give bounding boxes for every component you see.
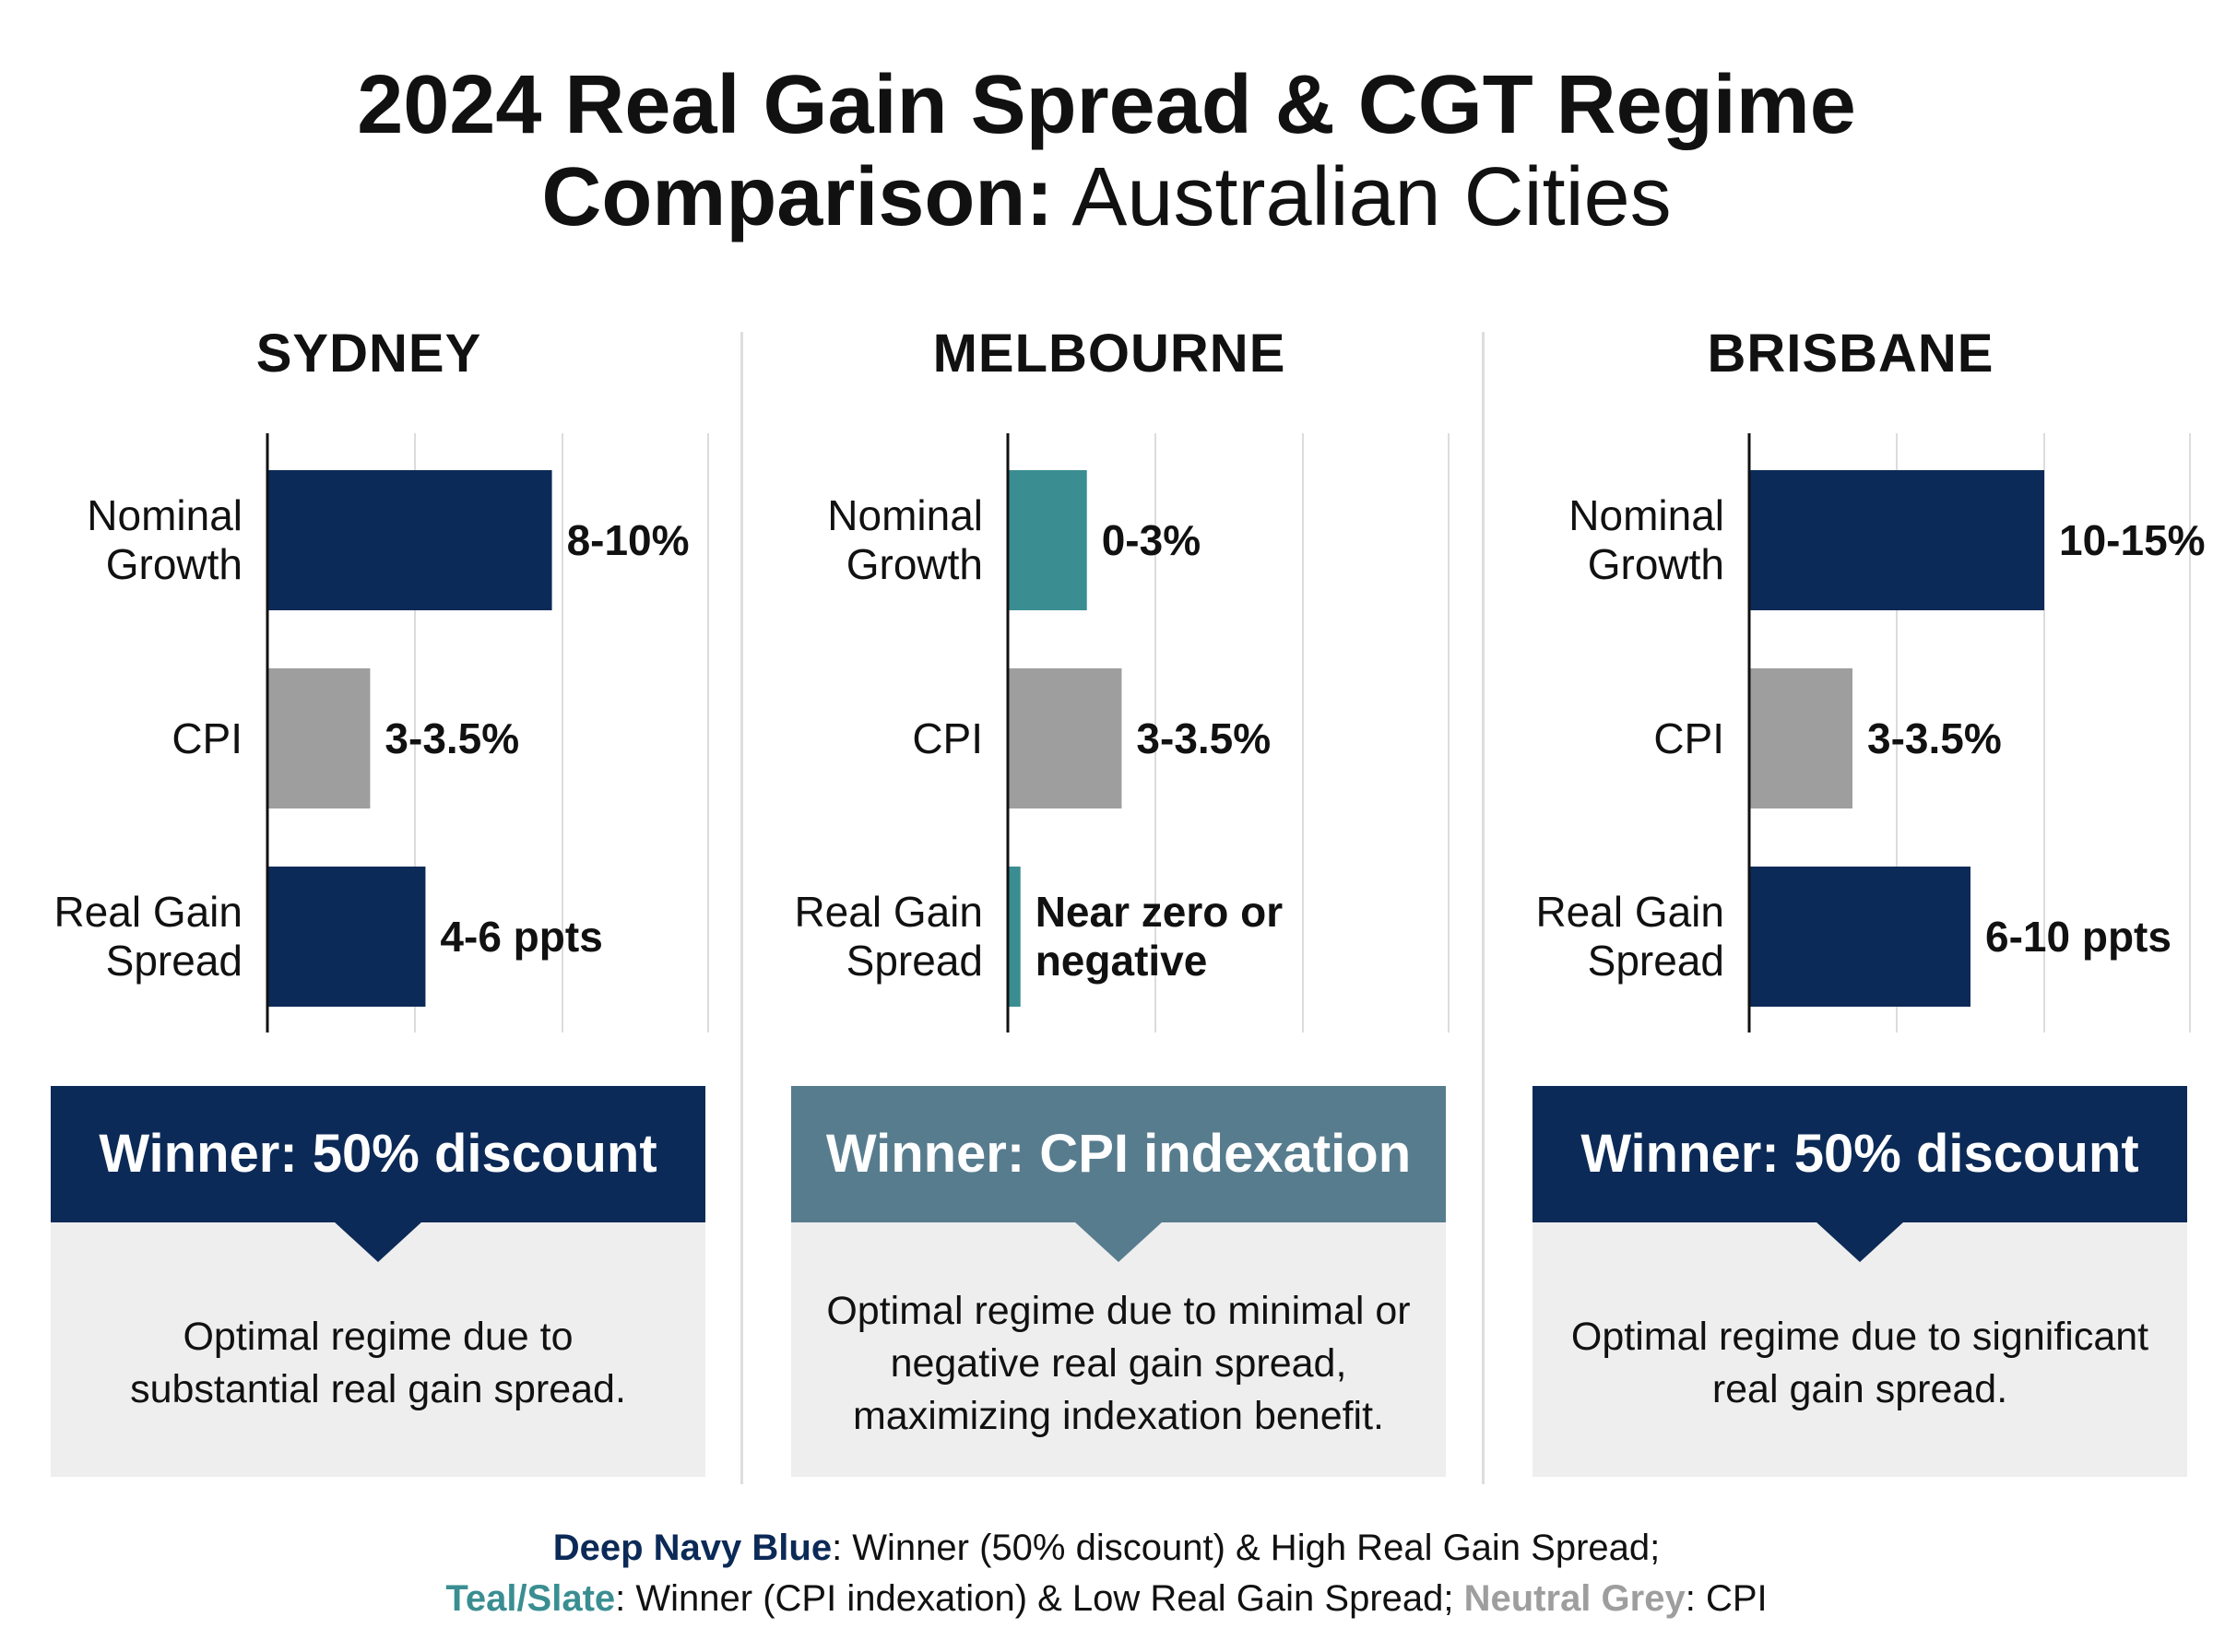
regime-description: Optimal regime due to minimal or negative… <box>826 1285 1410 1443</box>
bar-real-gain-spread <box>267 867 426 1007</box>
city-panel-melbourne: MELBOURNE Nominal Growth 0-3% CPI 3-3.5% Real … <box>740 0 1478 1652</box>
value-label: 8-10% <box>567 516 690 565</box>
category-label-line: Nominal <box>827 491 983 539</box>
category-label: Nominal Growth <box>748 491 983 589</box>
category-label-line: Growth <box>1587 540 1724 588</box>
city-title: MELBOURNE <box>932 324 1286 384</box>
category-label-line: CPI <box>172 714 243 762</box>
bar-real-gain-spread <box>1749 867 1970 1007</box>
category-label: Real Gain Spread <box>7 888 243 985</box>
category-label-line: Spread <box>105 937 243 985</box>
bar-cpi <box>1008 668 1122 808</box>
category-label: CPI <box>7 714 243 763</box>
value-label: 10-15% <box>2059 516 2206 565</box>
legend-text-navy: : Winner (50% discount) & High Real Gain… <box>832 1528 1661 1568</box>
category-label: Real Gain Spread <box>1489 888 1724 985</box>
legend-key-navy: Deep Navy Blue <box>552 1528 833 1568</box>
bar-chart-svg <box>1006 433 1450 1032</box>
bar-chart: Nominal Growth 8-10% CPI 3-3.5% Real Gain Spre… <box>0 433 738 1042</box>
category-label: Nominal Growth <box>1489 491 1724 589</box>
category-label-line: Real Gain <box>1535 888 1724 936</box>
bar-nominal-growth <box>1749 470 2044 610</box>
value-label-line: 8-10% <box>566 515 690 564</box>
bar-cpi <box>1749 668 1852 808</box>
legend-line-2: Teal/Slate: Winner (CPI indexation) & Lo… <box>0 1574 2213 1624</box>
regime-description: Optimal regime due to substantial real ga… <box>130 1311 626 1416</box>
value-label: 4-6 ppts <box>440 913 602 962</box>
category-label-line: Growth <box>105 540 243 588</box>
city-title: SYDNEY <box>255 324 482 384</box>
panel-divider-1 <box>740 332 743 1484</box>
value-label-line: Near zero or <box>1035 888 1284 936</box>
city-panel-sydney: SYDNEY Nominal Growth 8-10% CPI 3-3.5% Real Ga… <box>0 0 738 1652</box>
banner-pointer-arrow <box>1074 1221 1163 1262</box>
value-label-line: 4-6 ppts <box>440 912 603 961</box>
regime-description-line: maximizing indexation benefit. <box>852 1393 1384 1438</box>
bar-nominal-growth <box>1008 470 1087 610</box>
regime-description-line: negative real gain spread, <box>890 1340 1347 1386</box>
banner-pointer-arrow <box>334 1221 422 1262</box>
value-label: 3-3.5% <box>385 714 519 763</box>
category-label: CPI <box>1489 714 1724 763</box>
legend-text-teal: : Winner (CPI indexation) & Low Real Gai… <box>615 1578 1464 1619</box>
value-label-line: 0-3% <box>1101 515 1201 564</box>
category-label: CPI <box>748 714 983 763</box>
value-label-line: 3-3.5% <box>385 714 520 762</box>
legend-line-1: Deep Navy Blue: Winner (50% discount) & … <box>0 1523 2213 1574</box>
regime-description: Optimal regime due to significant real ga… <box>1571 1311 2148 1416</box>
legend-key-grey: Neutral Grey <box>1463 1578 1686 1619</box>
category-label: Nominal Growth <box>7 491 243 589</box>
value-label: 0-3% <box>1102 516 1201 565</box>
city-title: BRISBANE <box>1707 324 1994 384</box>
regime-description-line: real gain spread. <box>1711 1367 2008 1411</box>
category-label: Real Gain Spread <box>748 888 983 985</box>
value-label-line: negative <box>1035 937 1208 985</box>
category-label-line: Nominal <box>1568 491 1724 539</box>
banner-pointer-arrow <box>1816 1221 1904 1262</box>
regime-description-line: Optimal regime due to significant <box>1570 1315 2149 1359</box>
color-legend: Deep Navy Blue: Winner (50% discount) & … <box>0 1523 2213 1624</box>
bar-chart: Nominal Growth 0-3% CPI 3-3.5% Real Gain Sprea… <box>740 433 1478 1042</box>
city-panel-brisbane: BRISBANE Nominal Growth 10-15% CPI 3-3.5% Real… <box>1482 0 2213 1652</box>
value-label-line: 10-15% <box>2059 515 2206 564</box>
bar-chart-svg <box>266 433 709 1032</box>
winner-banner: Winner: CPI indexation <box>791 1086 1446 1222</box>
winner-banner: Winner: 50% discount <box>1533 1086 2187 1222</box>
value-label-line: 3-3.5% <box>1867 714 2002 762</box>
bar-chart-svg <box>1747 433 2191 1032</box>
category-label-line: CPI <box>912 714 983 762</box>
value-label-line: 3-3.5% <box>1136 714 1272 762</box>
panel-divider-2 <box>1482 332 1485 1484</box>
regime-description-box: Optimal regime due to significant real ga… <box>1533 1222 2187 1477</box>
regime-description-box: Optimal regime due to minimal or negative… <box>791 1222 1446 1477</box>
chart-title: 2024 Real Gain Spread & CGT Regime Compa… <box>0 59 2213 243</box>
bar-nominal-growth <box>267 470 552 610</box>
value-label-line: 6-10 ppts <box>1985 912 2172 961</box>
regime-description-line: Optimal regime due to minimal or <box>826 1288 1411 1333</box>
title-line-1: 2024 Real Gain Spread & CGT Regime <box>357 59 1856 151</box>
legend-text-grey: : CPI <box>1685 1578 1768 1619</box>
title-line-2-bold: Comparison: <box>541 151 1054 243</box>
bar-real-gain-spread <box>1008 867 1021 1007</box>
value-label: 3-3.5% <box>1867 714 2002 763</box>
winner-banner: Winner: 50% discount <box>51 1086 705 1222</box>
category-label-line: Spread <box>1587 937 1724 985</box>
value-label: 3-3.5% <box>1136 714 1271 763</box>
regime-description-line: Optimal regime due to <box>183 1315 574 1359</box>
bar-chart: Nominal Growth 10-15% CPI 3-3.5% Real Gain Spr… <box>1482 433 2213 1042</box>
bar-cpi <box>267 668 371 808</box>
category-label-line: Spread <box>846 937 983 985</box>
category-label-line: Nominal <box>87 491 243 539</box>
title-line-2-light: Australian Cities <box>1053 151 1672 243</box>
category-label-line: Real Gain <box>53 888 243 936</box>
legend-key-teal: Teal/Slate <box>445 1578 616 1619</box>
regime-description-line: substantial real gain spread. <box>130 1367 626 1411</box>
category-label-line: CPI <box>1653 714 1724 762</box>
value-label: Near zero or negative <box>1035 888 1283 985</box>
category-label-line: Growth <box>846 540 983 588</box>
value-label: 6-10 ppts <box>1985 913 2172 962</box>
regime-description-box: Optimal regime due to substantial real ga… <box>51 1222 705 1477</box>
category-label-line: Real Gain <box>794 888 983 936</box>
